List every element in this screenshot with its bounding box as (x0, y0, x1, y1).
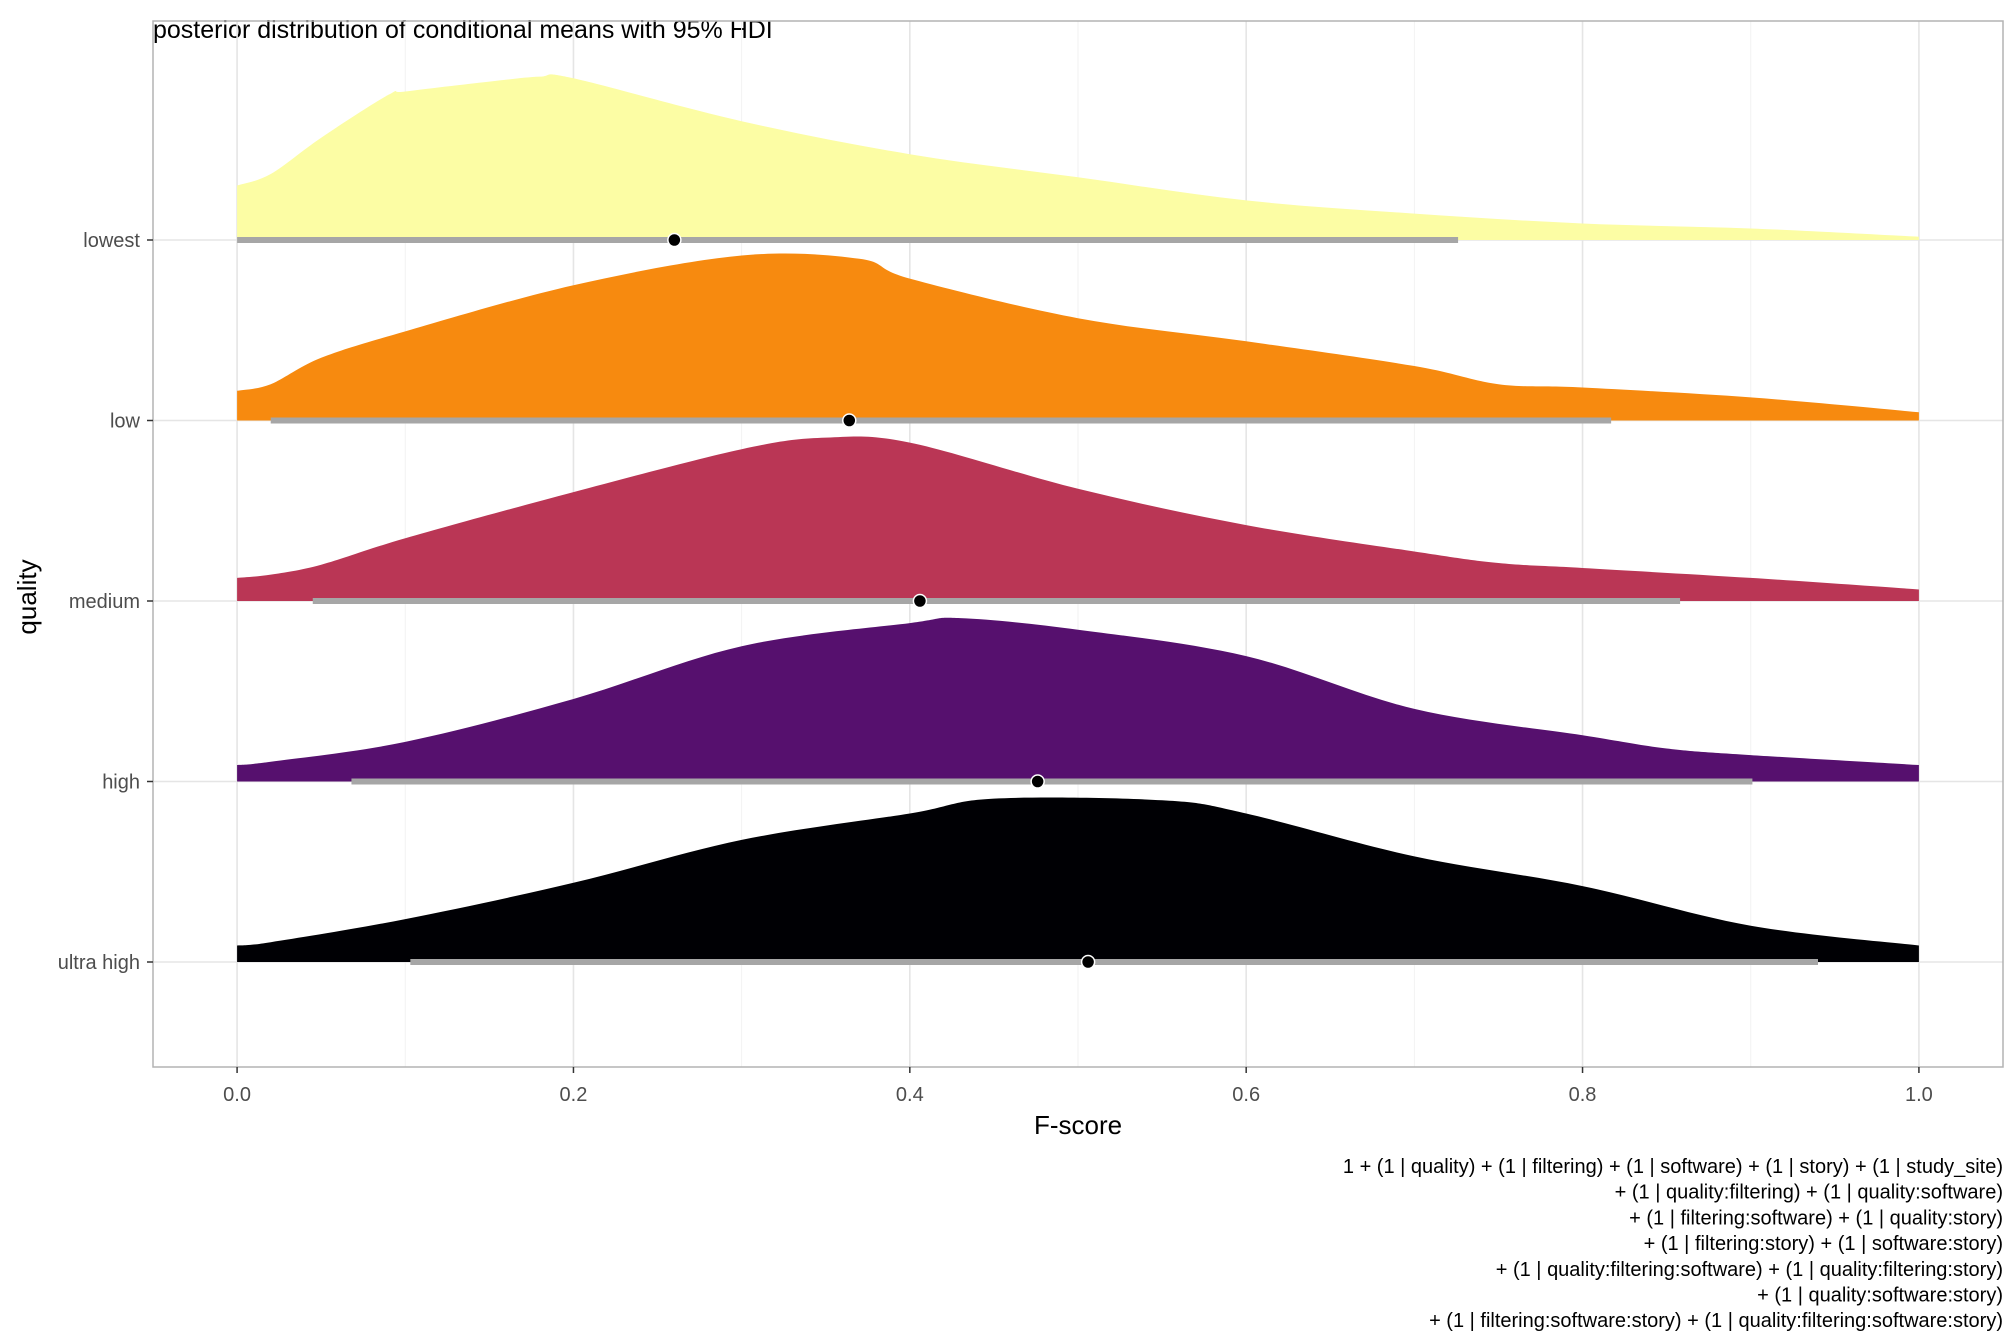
x-tick-label: 0.8 (1569, 1084, 1597, 1106)
x-tick-label: 0.0 (223, 1084, 251, 1106)
density-ridge-low (237, 253, 1919, 421)
x-tick-label: 0.6 (1232, 1084, 1260, 1106)
y-axis-ticks: lowest low medium high ultra high (58, 230, 153, 974)
x-axis-title: F-score (1034, 1110, 1122, 1140)
panel-border (152, 20, 2004, 1068)
caption-line: + (1 | filtering:story) + (1 | software:… (1644, 1233, 2003, 1255)
y-tick-label: medium (69, 591, 140, 613)
caption-line: + (1 | quality:software:story) (1757, 1285, 2003, 1307)
caption-line: + (1 | quality:filtering) + (1 | quality… (1615, 1182, 2003, 1204)
caption: 1 + (1 | quality) + (1 | filtering) + (1… (1343, 1156, 2003, 1332)
ridges (237, 74, 1919, 962)
y-tick-label: ultra high (58, 952, 140, 974)
density-ridge-high (237, 617, 1919, 782)
caption-line: 1 + (1 | quality) + (1 | filtering) + (1… (1343, 1156, 2003, 1178)
caption-line: + (1 | filtering:software) + (1 | qualit… (1629, 1207, 2003, 1229)
y-tick-label: high (102, 772, 140, 794)
y-axis-title: quality (12, 559, 42, 634)
y-tick-label: low (110, 411, 141, 433)
mean-point-lowest (667, 232, 682, 248)
density-ridge-ultra-high (237, 797, 1919, 962)
mean-point-low (842, 413, 857, 428)
chart-title: posterior distribution of conditional me… (153, 16, 773, 44)
mean-point-medium (912, 593, 928, 609)
mean-point-ultra-high (1080, 954, 1096, 970)
caption-line: + (1 | quality:filtering:software) + (1 … (1496, 1259, 2003, 1281)
x-tick-label: 0.4 (896, 1084, 924, 1106)
caption-line: + (1 | filtering:software:story) + (1 | … (1429, 1310, 2003, 1332)
hdi-intervals (237, 232, 1818, 970)
x-tick-label: 1.0 (1905, 1084, 1933, 1106)
y-tick-label: lowest (83, 230, 140, 252)
x-axis-ticks: 0.0 0.2 0.4 0.6 0.8 1.0 (223, 1067, 1933, 1106)
x-tick-label: 0.2 (560, 1084, 588, 1106)
density-ridge-lowest (237, 74, 1919, 240)
density-ridge-medium (237, 436, 1919, 601)
mean-point-high (1030, 774, 1045, 789)
